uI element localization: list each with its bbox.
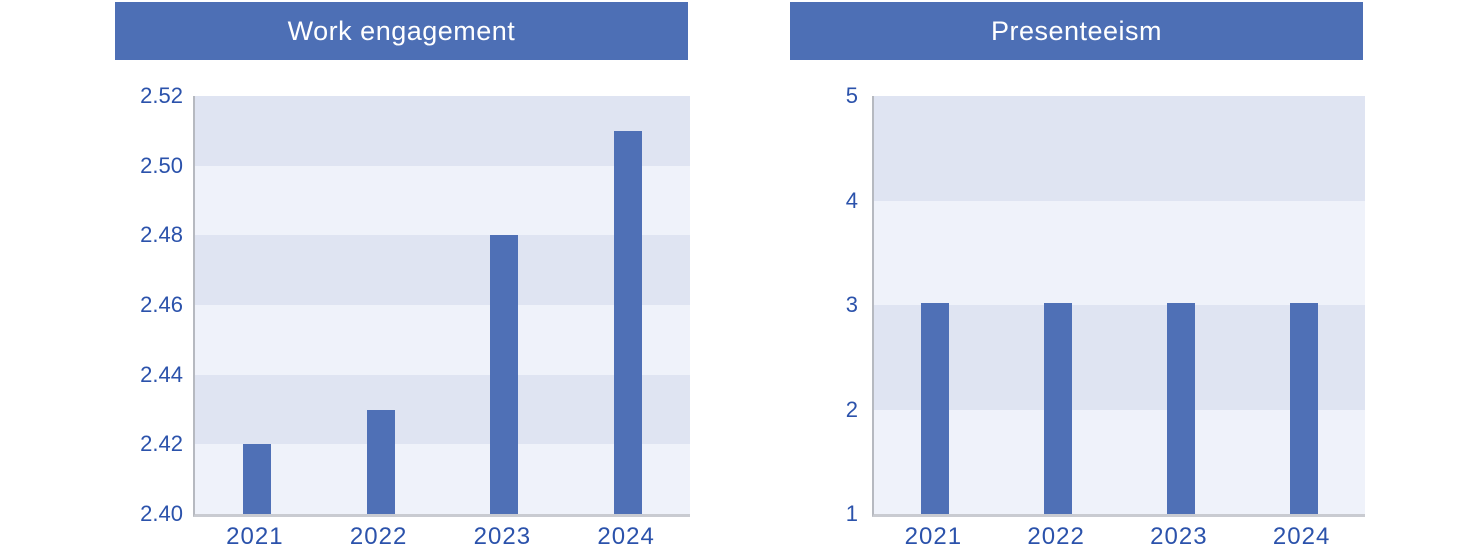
y-axis-labels: 2.52 2.50 2.48 2.46 2.44 2.42 2.40 bbox=[115, 83, 183, 526]
grid-band bbox=[195, 235, 690, 305]
chart-title: Presenteeism bbox=[990, 15, 1163, 46]
grid-band bbox=[874, 305, 1365, 410]
x-tick-label: 2022 bbox=[349, 523, 408, 550]
plot-area bbox=[872, 96, 1365, 517]
x-axis-labels: 2021 2022 2023 2024 bbox=[193, 523, 688, 557]
bar-2022 bbox=[1044, 302, 1073, 514]
chart-work-engagement: Work engagement 2.52 2.50 2.48 2.46 2.44 2.42… bbox=[115, 2, 690, 558]
y-tick-label: 2.40 bbox=[140, 501, 183, 526]
x-tick-label: 2021 bbox=[226, 523, 284, 550]
x-tick-label: 2023 bbox=[1150, 523, 1208, 550]
y-tick-label: 2.48 bbox=[140, 222, 183, 248]
y-tick-label: 2.46 bbox=[140, 292, 183, 317]
grid-band bbox=[195, 374, 690, 445]
x-tick-label: 2022 bbox=[1027, 523, 1085, 550]
bar-2023 bbox=[490, 235, 519, 514]
bar-2023 bbox=[1166, 302, 1195, 514]
y-tick-label: 2.44 bbox=[140, 361, 183, 387]
grid-band bbox=[195, 305, 690, 375]
grid-band bbox=[874, 409, 1365, 514]
bar-2024 bbox=[1289, 302, 1318, 514]
y-axis-labels: 5 4 3 2 1 bbox=[790, 83, 858, 526]
x-tick-label: 2023 bbox=[473, 523, 532, 550]
bar-2021 bbox=[242, 444, 271, 514]
plot-area bbox=[193, 96, 690, 517]
x-tick-label: 2024 bbox=[597, 523, 655, 550]
x-tick-label: 2024 bbox=[1272, 523, 1331, 550]
y-tick-label: 2.52 bbox=[140, 83, 183, 108]
chart-title-banner: Work engagement bbox=[115, 2, 688, 60]
bar-2024 bbox=[614, 130, 643, 514]
bar-2022 bbox=[366, 409, 395, 514]
x-axis-labels: 2021 2022 2023 2024 bbox=[872, 523, 1363, 557]
y-tick-label: 3 bbox=[845, 292, 858, 317]
y-tick-label: 2 bbox=[845, 396, 858, 422]
grid-band bbox=[195, 96, 690, 166]
y-tick-label: 2.42 bbox=[140, 431, 183, 457]
y-tick-label: 1 bbox=[845, 501, 858, 526]
bar-2021 bbox=[921, 302, 950, 514]
grid-band bbox=[195, 165, 690, 236]
grid-band bbox=[874, 96, 1365, 201]
grid-band bbox=[195, 444, 690, 514]
grid-band bbox=[874, 200, 1365, 305]
chart-title-banner: Presenteeism bbox=[790, 2, 1363, 60]
y-tick-label: 2.50 bbox=[140, 152, 183, 178]
y-tick-label: 4 bbox=[845, 187, 858, 213]
x-tick-label: 2021 bbox=[904, 523, 963, 550]
y-tick-label: 5 bbox=[845, 83, 858, 108]
chart-title: Work engagement bbox=[287, 15, 516, 46]
chart-presenteeism: Presenteeism 5 4 3 2 1 2021 2022 2023 2024 bbox=[790, 2, 1365, 558]
